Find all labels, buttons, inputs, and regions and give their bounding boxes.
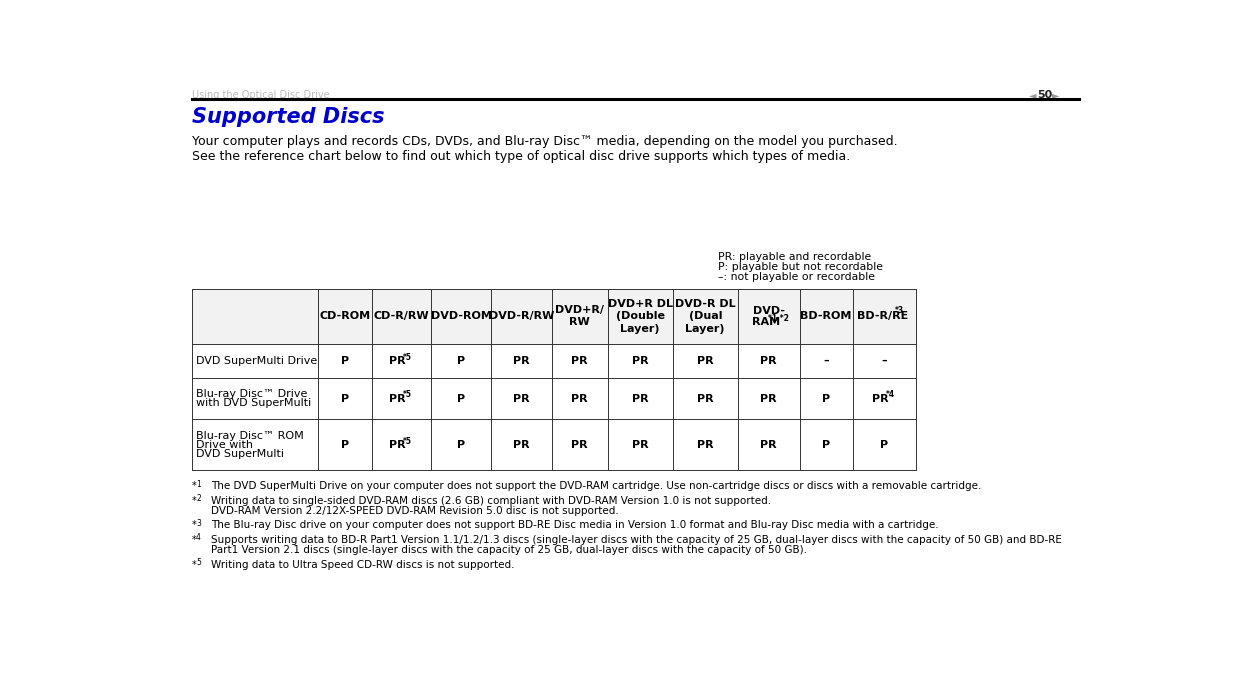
Text: Supported Discs: Supported Discs <box>192 107 384 127</box>
Text: Using the Optical Disc Drive: Using the Optical Disc Drive <box>192 90 330 100</box>
Text: PR: PR <box>389 394 405 403</box>
Text: PR: PR <box>389 440 405 450</box>
Text: Writing data to Ultra Speed CD-RW discs is not supported.: Writing data to Ultra Speed CD-RW discs … <box>211 560 515 570</box>
Text: The DVD SuperMulti Drive on your computer does not support the DVD-RAM cartridge: The DVD SuperMulti Drive on your compute… <box>211 481 981 491</box>
Text: Blu-ray Disc™ Drive: Blu-ray Disc™ Drive <box>196 389 308 399</box>
Text: The Blu-ray Disc drive on your computer does not support BD-RE Disc media in Ver: The Blu-ray Disc drive on your computer … <box>211 521 939 530</box>
Text: PR: PR <box>572 356 588 366</box>
Text: PR: PR <box>572 394 588 403</box>
Text: P: P <box>458 356 465 366</box>
Text: BD-ROM: BD-ROM <box>801 311 852 321</box>
Text: PR: PR <box>632 440 649 450</box>
Text: 5: 5 <box>196 558 201 567</box>
Text: CD-ROM: CD-ROM <box>320 311 371 321</box>
Text: P: P <box>822 440 831 450</box>
Text: –: not playable or recordable: –: not playable or recordable <box>718 272 874 282</box>
Text: PR: PR <box>572 440 588 450</box>
Text: 3: 3 <box>196 519 201 527</box>
Text: 1: 1 <box>196 479 201 488</box>
Text: PR: PR <box>389 356 405 366</box>
Text: PR: PR <box>760 394 777 403</box>
Text: DVD SuperMulti Drive: DVD SuperMulti Drive <box>196 356 317 366</box>
Text: DVD-: DVD- <box>753 306 785 316</box>
Text: DVD+R/
RW: DVD+R/ RW <box>556 305 604 327</box>
Text: PR: PR <box>513 394 529 403</box>
Text: BD-R/RE: BD-R/RE <box>857 311 909 321</box>
Text: *: * <box>192 496 197 506</box>
Text: DVD-R/RW: DVD-R/RW <box>489 311 554 321</box>
Text: 4: 4 <box>196 534 201 543</box>
Text: –: – <box>882 356 887 366</box>
Text: *5: *5 <box>403 390 412 399</box>
Text: *: * <box>192 521 197 530</box>
Text: *: * <box>192 560 197 570</box>
Text: PR: PR <box>872 394 889 403</box>
Text: *5: *5 <box>403 436 412 445</box>
Text: DVD-R DL
(Dual
Layer): DVD-R DL (Dual Layer) <box>675 299 735 334</box>
Text: DVD-ROM: DVD-ROM <box>430 311 491 321</box>
Text: Drive with: Drive with <box>196 440 253 450</box>
Text: Your computer plays and records CDs, DVDs, and Blu-ray Disc™ media, depending on: Your computer plays and records CDs, DVD… <box>192 134 898 147</box>
Text: with DVD SuperMulti: with DVD SuperMulti <box>196 398 311 408</box>
Text: *: * <box>192 535 197 545</box>
Text: PR: PR <box>632 356 649 366</box>
Text: CD-R/RW: CD-R/RW <box>373 311 429 321</box>
Text: P: P <box>341 440 348 450</box>
Text: RAM: RAM <box>751 316 780 327</box>
Text: *1 *2: *1 *2 <box>768 314 789 323</box>
Text: ►: ► <box>1053 90 1060 100</box>
Text: PR: PR <box>760 356 777 366</box>
Text: Writing data to single-sided DVD-RAM discs (2.6 GB) compliant with DVD-RAM Versi: Writing data to single-sided DVD-RAM dis… <box>211 496 771 506</box>
Text: DVD SuperMulti: DVD SuperMulti <box>196 449 284 459</box>
Text: P: P <box>458 394 465 403</box>
Text: PR: PR <box>697 394 713 403</box>
Text: DVD+R DL
(Double
Layer): DVD+R DL (Double Layer) <box>608 299 672 334</box>
Bar <box>192 288 916 471</box>
Text: Part1 Version 2.1 discs (single-layer discs with the capacity of 25 GB, dual-lay: Part1 Version 2.1 discs (single-layer di… <box>211 545 807 555</box>
Text: DVD-RAM Version 2.2/12X-SPEED DVD-RAM Revision 5.0 disc is not supported.: DVD-RAM Version 2.2/12X-SPEED DVD-RAM Re… <box>211 506 619 516</box>
Text: –: – <box>823 356 830 366</box>
Text: Supports writing data to BD-R Part1 Version 1.1/1.2/1.3 discs (single-layer disc: Supports writing data to BD-R Part1 Vers… <box>211 535 1061 545</box>
Text: PR: PR <box>760 440 777 450</box>
Text: PR: PR <box>513 356 529 366</box>
Text: *: * <box>192 481 197 491</box>
Text: P: P <box>341 394 348 403</box>
Text: PR: PR <box>697 356 713 366</box>
Text: ◄: ◄ <box>1029 90 1037 100</box>
Text: P: P <box>880 440 888 450</box>
Bar <box>192 288 916 344</box>
Text: PR: PR <box>513 440 529 450</box>
Text: 2: 2 <box>196 494 201 503</box>
Text: *5: *5 <box>403 353 412 362</box>
Text: P: playable but not recordable: P: playable but not recordable <box>718 262 883 272</box>
Text: PR: PR <box>697 440 713 450</box>
Text: PR: playable and recordable: PR: playable and recordable <box>718 251 870 262</box>
Text: Blu-ray Disc™ ROM: Blu-ray Disc™ ROM <box>196 431 304 440</box>
Text: *3: *3 <box>895 306 904 315</box>
Text: P: P <box>341 356 348 366</box>
Text: PR: PR <box>632 394 649 403</box>
Text: P: P <box>822 394 831 403</box>
Text: 50: 50 <box>1037 90 1053 100</box>
Text: P: P <box>458 440 465 450</box>
Text: See the reference chart below to find out which type of optical disc drive suppo: See the reference chart below to find ou… <box>192 150 851 163</box>
Text: *4: *4 <box>885 390 895 399</box>
